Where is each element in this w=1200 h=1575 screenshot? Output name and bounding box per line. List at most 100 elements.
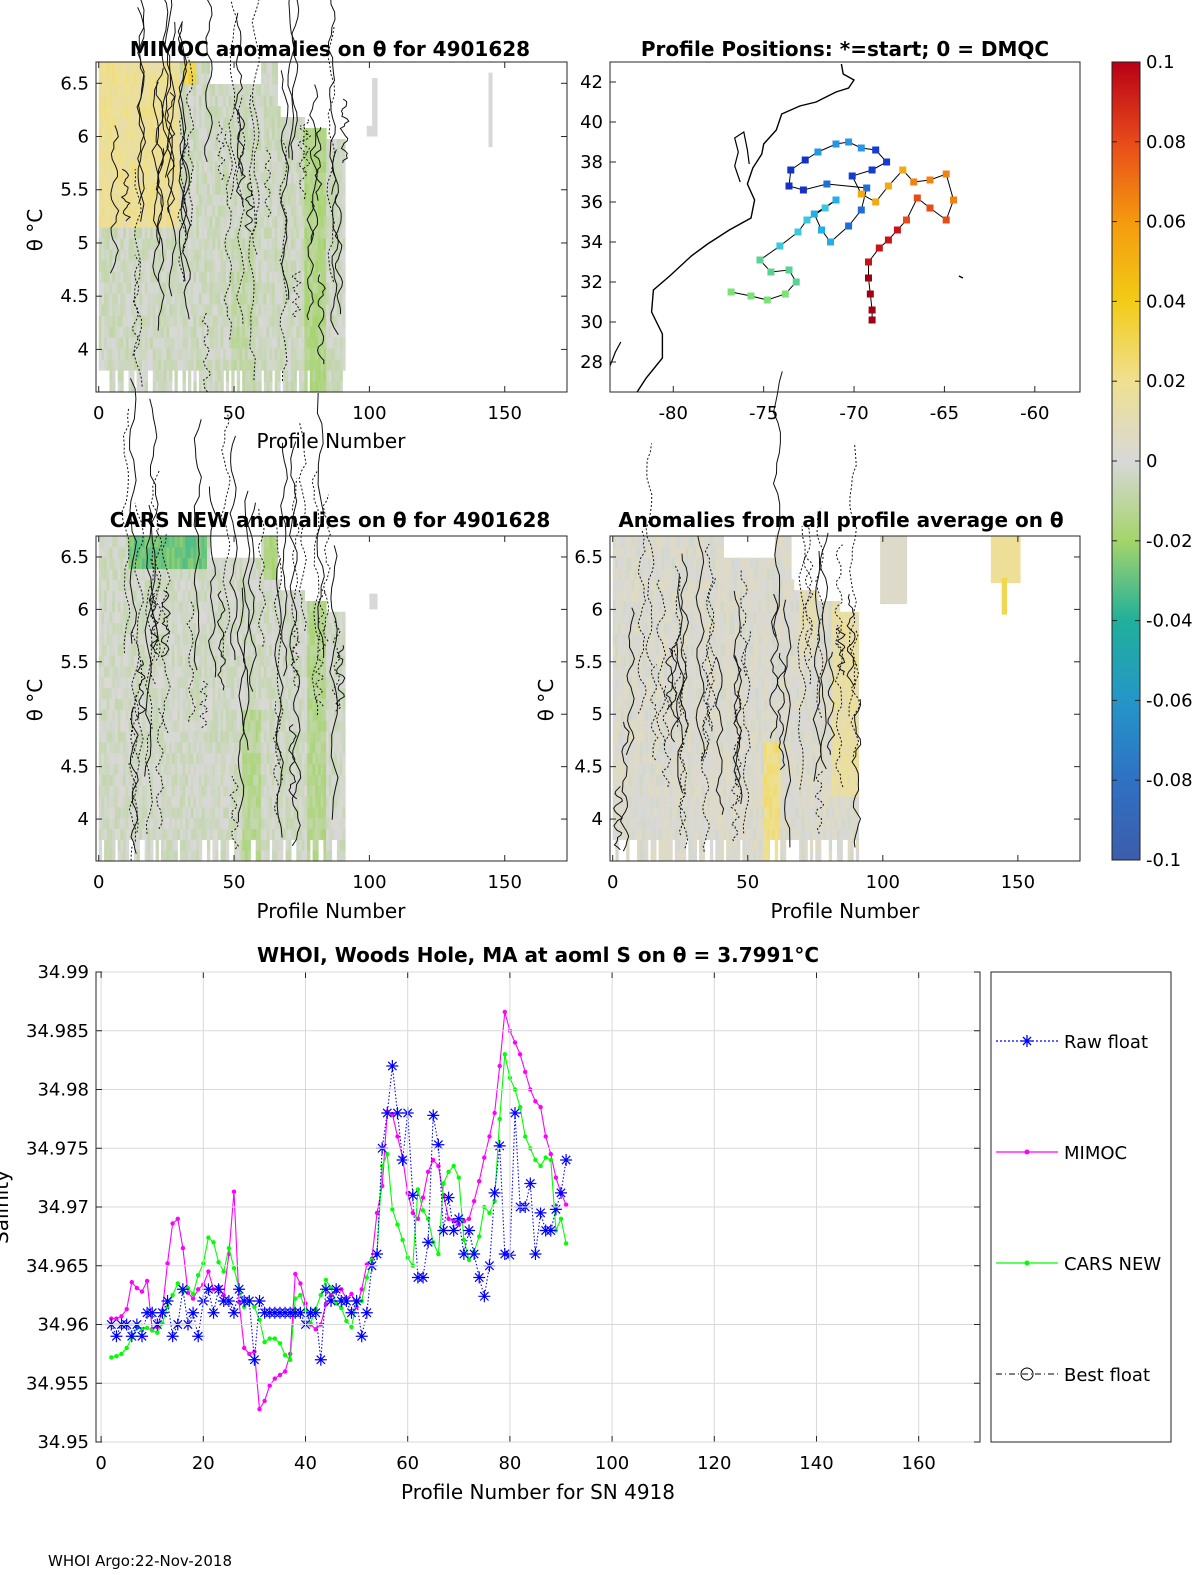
cars-cell <box>217 622 222 635</box>
mimoc-cell <box>155 348 159 360</box>
cars-cell <box>261 557 265 570</box>
mimoc-cell <box>334 315 338 327</box>
mimoc-cell <box>136 359 140 371</box>
cars-cell <box>161 590 165 602</box>
cars-cell <box>171 666 176 678</box>
cars-cell <box>147 546 151 559</box>
cars-cell <box>120 568 124 580</box>
mimoc-cell <box>120 227 124 239</box>
cars-cell <box>225 666 230 678</box>
cars-cell <box>228 557 232 570</box>
mimoc-cell <box>277 216 281 228</box>
mimoc-cell <box>236 194 241 206</box>
mimoc-cell <box>139 227 143 239</box>
mimoc-cell <box>280 161 284 173</box>
cars-cell <box>277 850 281 862</box>
mimoc-cell <box>182 227 186 239</box>
cars-cell <box>263 752 268 765</box>
mimoc-cell <box>277 293 281 305</box>
cars-cell <box>182 633 186 645</box>
cars-cell <box>309 633 314 645</box>
mimoc-cell <box>190 95 194 107</box>
cars-cell <box>220 752 224 765</box>
cars-cell <box>177 752 181 765</box>
mimoc-cell <box>190 282 194 294</box>
cars-cell <box>158 709 162 721</box>
cars-cell <box>123 611 127 624</box>
mimoc-cell <box>266 282 270 294</box>
cars-cell <box>114 557 119 570</box>
mimoc-cell <box>212 249 216 261</box>
mimoc-cell <box>209 381 213 393</box>
mimoc-cell <box>98 183 102 195</box>
cars-cell <box>139 590 143 602</box>
cars-cell <box>315 633 319 645</box>
cars-cell <box>147 785 151 797</box>
cars-cell <box>109 622 113 635</box>
mimoc-cell <box>158 238 162 250</box>
mimoc-cell <box>204 117 208 129</box>
mimoc-cell <box>247 282 251 294</box>
cars-cell <box>223 839 227 851</box>
mimoc-cell <box>225 183 230 195</box>
mimoc-cell <box>109 117 113 129</box>
mimoc-cell <box>309 227 314 239</box>
cars-cell <box>309 611 314 624</box>
mimoc-cell <box>174 205 178 217</box>
cars-cell <box>261 720 265 732</box>
mimoc-cell <box>318 260 322 272</box>
mimoc-cell <box>109 326 113 338</box>
cars-cell <box>166 546 170 559</box>
cars-cell <box>225 687 230 700</box>
cars-cell <box>228 590 232 602</box>
mimoc-cell <box>288 359 292 371</box>
mimoc-cell <box>290 216 295 228</box>
mimoc-cell <box>201 205 205 217</box>
mimoc-cell <box>215 326 219 338</box>
mimoc-cell <box>318 315 322 327</box>
mimoc-cell <box>296 359 300 371</box>
mimoc-cell <box>315 260 319 272</box>
cars-cell <box>128 633 132 645</box>
mimoc-cell <box>277 183 281 195</box>
cars-cell <box>171 601 176 613</box>
mimoc-cell <box>304 161 308 173</box>
cars-cell <box>307 806 311 819</box>
cars-cell <box>296 828 300 840</box>
mimoc-cell <box>239 183 243 195</box>
mimoc-cell <box>182 260 186 272</box>
cars-cell <box>112 774 116 786</box>
mimoc-cell <box>255 150 259 162</box>
cars-cell <box>290 655 295 667</box>
mimoc-cell <box>198 238 203 250</box>
mimoc-cell <box>334 337 338 349</box>
mimoc-cell <box>323 370 327 382</box>
cars-cell <box>223 698 227 710</box>
mimoc-cell <box>334 304 338 316</box>
cars-cell <box>117 655 121 667</box>
cars-cell <box>152 774 157 786</box>
cars-cell <box>228 622 232 635</box>
mimoc-cell <box>304 326 308 338</box>
mimoc-cell <box>318 249 322 261</box>
mimoc-cell <box>304 271 308 283</box>
cars-cell <box>318 687 322 700</box>
mimoc-cell <box>323 216 327 228</box>
cars-cell <box>312 817 316 830</box>
cars-cell <box>301 655 305 667</box>
cars-cell <box>163 644 167 656</box>
mimoc-cell <box>258 216 262 228</box>
cars-cell <box>98 601 102 613</box>
mimoc-cell <box>266 381 270 393</box>
cars-cell <box>220 709 224 721</box>
mimoc-cell <box>98 293 102 305</box>
cars-cell <box>234 622 238 635</box>
mimoc-cell <box>301 282 305 294</box>
cars-cell <box>128 557 132 570</box>
mimoc-cell <box>215 84 219 96</box>
cars-cell <box>315 698 319 710</box>
mimoc-cell <box>193 249 197 261</box>
mimoc-cell <box>220 260 224 272</box>
mimoc-cell <box>328 348 333 360</box>
mimoc-cell <box>123 106 127 118</box>
